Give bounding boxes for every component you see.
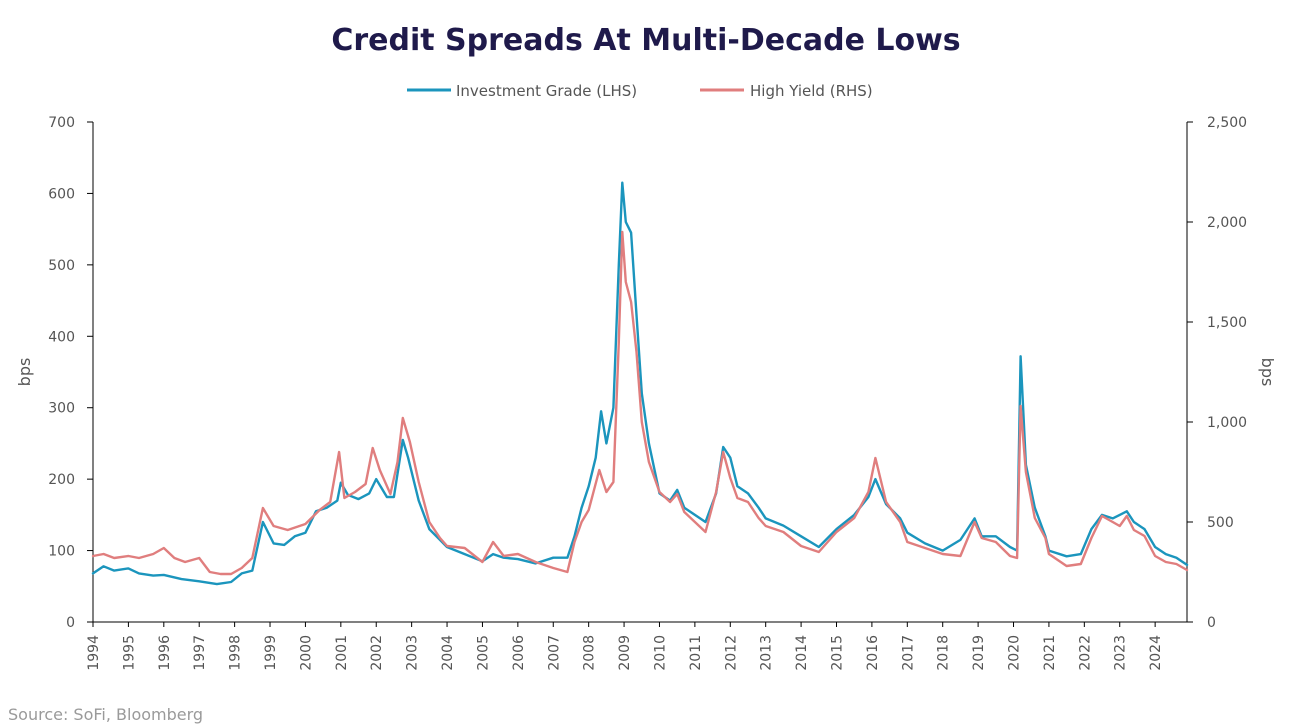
x-axis-tick-label: 1997 — [192, 635, 208, 671]
right-axis-tick-label: 2,000 — [1207, 215, 1247, 231]
legend-label-high-yield: High Yield (RHS) — [750, 82, 873, 100]
left-axis-tick-label: 600 — [48, 186, 75, 202]
x-axis-tick-label: 2023 — [1113, 635, 1129, 671]
right-axis-tick-label: 2,500 — [1207, 115, 1247, 131]
x-axis-tick-label: 2015 — [829, 635, 845, 671]
left-axis-title: bps — [15, 358, 34, 387]
chart-title: Credit Spreads At Multi-Decade Lows — [331, 23, 960, 58]
left-axis-tick-label: 700 — [48, 115, 75, 131]
x-axis-tick-label: 1998 — [228, 635, 244, 671]
x-axis-tick-label: 2007 — [546, 635, 562, 671]
legend-label-investment-grade: Investment Grade (LHS) — [456, 82, 637, 100]
right-axis-title: bps — [1258, 358, 1277, 387]
x-axis-tick-label: 2001 — [334, 635, 350, 671]
x-axis-tick-label: 1994 — [86, 635, 102, 671]
x-axis-tick-label: 2016 — [865, 635, 881, 671]
left-axis-tick-label: 300 — [48, 401, 75, 417]
x-axis-tick-label: 2012 — [723, 635, 739, 671]
x-axis-tick-label: 2000 — [298, 635, 314, 671]
x-axis-tick-label: 2017 — [900, 635, 916, 671]
x-axis-tick-label: 2004 — [440, 635, 456, 671]
x-axis-tick-label: 2008 — [582, 635, 598, 671]
right-axis-tick-label: 0 — [1207, 615, 1216, 631]
x-axis-tick-label: 2009 — [617, 635, 633, 671]
x-axis-tick-label: 1999 — [263, 635, 279, 671]
x-axis-tick-label: 2011 — [688, 635, 704, 671]
x-axis-tick-label: 2005 — [475, 635, 491, 671]
left-axis-tick-label: 400 — [48, 329, 75, 345]
series-line-high-yield — [91, 230, 1189, 576]
x-axis-tick-label: 2021 — [1042, 635, 1058, 671]
right-axis-tick-label: 1,000 — [1207, 415, 1247, 431]
x-axis-tick-label: 1995 — [121, 635, 137, 671]
x-axis-tick-label: 2024 — [1148, 635, 1164, 671]
x-axis-tick-label: 2020 — [1007, 635, 1023, 671]
x-axis-tick-label: 2002 — [369, 635, 385, 671]
source-note: Source: SoFi, Bloomberg — [8, 705, 203, 724]
x-axis-tick-label: 1996 — [157, 635, 173, 671]
left-axis-tick-label: 0 — [66, 615, 75, 631]
right-axis-tick-label: 1,500 — [1207, 315, 1247, 331]
axes: 0 100 200 300 400 500 600 700 0 500 1,000 1,500 2,00… — [48, 115, 1247, 671]
x-axis-tick-label: 2018 — [936, 635, 952, 671]
x-axis-tick-label: 2003 — [405, 635, 421, 671]
right-axis-tick-label: 500 — [1207, 515, 1234, 531]
series-layer — [91, 181, 1189, 586]
x-axis-tick-label: 2014 — [794, 635, 810, 671]
x-axis-tick-label: 2010 — [652, 635, 668, 671]
left-axis-tick-label: 200 — [48, 472, 75, 488]
x-axis-tick-label: 2019 — [971, 635, 987, 671]
x-axis-tick-label: 2006 — [511, 635, 527, 671]
legend: Investment Grade (LHS) High Yield (RHS) — [407, 82, 873, 100]
x-axis-tick-label: 2022 — [1077, 635, 1093, 671]
left-axis-tick-label: 500 — [48, 258, 75, 274]
x-axis-tick-label: 2013 — [759, 635, 775, 671]
left-axis-tick-label: 100 — [48, 544, 75, 560]
